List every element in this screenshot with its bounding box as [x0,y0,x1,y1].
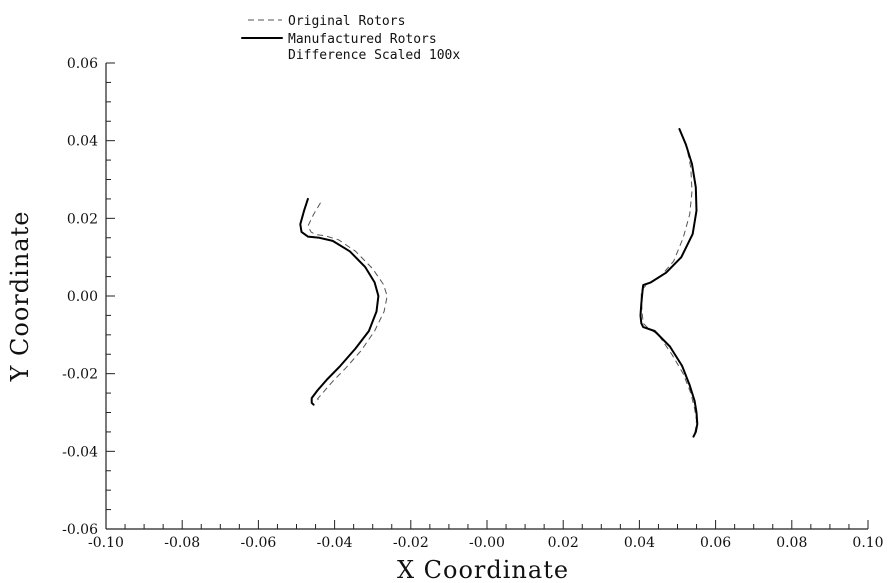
axes: -0.10 -0.08 -0.06 -0.04 -0.02 -0.00 0.02 0.04 0.… [62,56,883,551]
legend-label-manufactured: Manufactured Rotors [288,32,437,47]
x-tick-label: -0.04 [317,535,353,551]
x-tick-label: 0.02 [548,535,579,551]
legend-label-original: Original Rotors [288,14,405,29]
x-tick-label: -0.00 [469,535,505,551]
x-tick-label: -0.10 [88,535,124,551]
original-rotor-curve-left [307,202,388,402]
x-tick-label: 0.10 [852,535,883,551]
y-tick-label: 0.00 [67,289,98,305]
legend: Original Rotors Manufactured Rotors Diff… [241,14,460,63]
x-tick-label: -0.02 [393,535,429,551]
manufactured-rotor-curve-right [639,128,699,438]
x-tick-label: 0.08 [776,535,807,551]
x-tick-label: -0.08 [164,535,200,551]
x-tick-label: 0.04 [624,535,655,551]
manufactured-rotor-curve-left [299,197,380,406]
plot-series [299,128,699,438]
legend-label-difference: Difference Scaled 100x [288,48,460,63]
y-tick-label: -0.02 [62,367,98,383]
y-tick-label: 0.04 [67,134,98,150]
y-tick-label: -0.06 [62,522,98,538]
y-tick-label: -0.04 [62,444,98,460]
y-tick-label: 0.02 [67,211,98,227]
y-axis-title: Y Coordinate [6,211,34,383]
y-tick-label: 0.06 [67,56,98,72]
x-tick-label: -0.06 [240,535,276,551]
x-axis-title: X Coordinate [397,556,569,583]
x-tick-label: 0.06 [700,535,731,551]
